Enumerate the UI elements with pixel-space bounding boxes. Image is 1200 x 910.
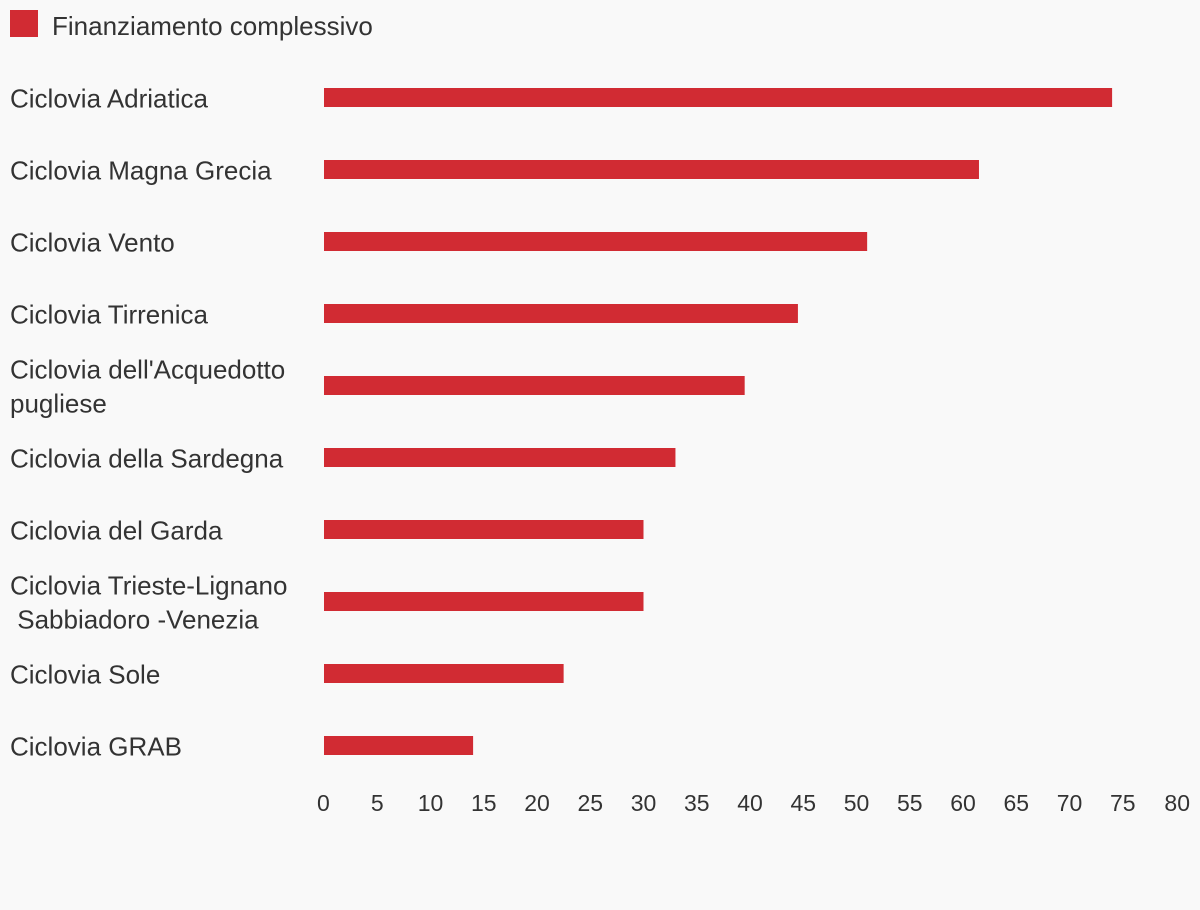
x-tick-label: 40 — [737, 790, 763, 816]
category-label-line: Ciclovia Trieste-Lignano — [10, 571, 287, 601]
legend-swatch — [10, 10, 38, 37]
bar — [324, 160, 979, 179]
category-label-line: Ciclovia del Garda — [10, 516, 223, 546]
bar — [324, 376, 745, 395]
x-tick-label: 70 — [1057, 790, 1083, 816]
legend-label: Finanziamento complessivo — [52, 11, 373, 41]
bar — [324, 448, 676, 467]
category-label-line: Ciclovia Adriatica — [10, 84, 209, 114]
category-label-line: Ciclovia dell'Acquedotto — [10, 355, 285, 385]
category-label: Ciclovia Vento — [10, 228, 175, 258]
category-label-line: Ciclovia GRAB — [10, 732, 182, 762]
category-label-line: Ciclovia della Sardegna — [10, 444, 284, 474]
category-label: Ciclovia Sole — [10, 660, 160, 690]
x-tick-label: 65 — [1003, 790, 1029, 816]
bar — [324, 664, 564, 683]
x-tick-label: 5 — [371, 790, 384, 816]
bar — [324, 520, 644, 539]
category-label-line: Ciclovia Sole — [10, 660, 160, 690]
x-tick-label: 80 — [1164, 790, 1190, 816]
x-tick-label: 60 — [950, 790, 976, 816]
bar — [324, 736, 474, 755]
legend: Finanziamento complessivo — [10, 10, 373, 41]
bar — [324, 304, 798, 323]
category-label-line: Ciclovia Magna Grecia — [10, 156, 272, 186]
category-label: Ciclovia della Sardegna — [10, 444, 284, 474]
x-tick-label: 25 — [577, 790, 603, 816]
x-tick-label: 30 — [631, 790, 657, 816]
bar — [324, 592, 644, 611]
category-label: Ciclovia Tirrenica — [10, 300, 208, 330]
bar — [324, 88, 1113, 107]
x-tick-label: 35 — [684, 790, 710, 816]
category-label: Ciclovia Magna Grecia — [10, 156, 272, 186]
x-tick-label: 45 — [790, 790, 816, 816]
x-tick-label: 0 — [317, 790, 330, 816]
category-label: Ciclovia Trieste-Lignano Sabbiadoro -Ven… — [10, 571, 287, 635]
x-tick-label: 55 — [897, 790, 923, 816]
x-tick-label: 20 — [524, 790, 550, 816]
bar — [324, 232, 868, 251]
category-label: Ciclovia del Garda — [10, 516, 223, 546]
x-axis-tick-labels: 0 5 10 15 20 25 30 35 40 45 50 55 60 65 70 75 80 — [317, 790, 1190, 816]
category-label-line: Ciclovia Vento — [10, 228, 175, 258]
category-label: Ciclovia Adriatica — [10, 84, 209, 114]
category-label-line: pugliese — [10, 389, 107, 419]
bars-group — [324, 88, 1113, 755]
category-label-line: Sabbiadoro -Venezia — [10, 605, 259, 635]
x-tick-label: 15 — [471, 790, 497, 816]
category-label: Ciclovia dell'Acquedotto pugliese — [10, 355, 285, 419]
category-labels: Ciclovia Adriatica Ciclovia Magna Grecia C… — [10, 84, 287, 762]
category-label-line: Ciclovia Tirrenica — [10, 300, 208, 330]
x-tick-label: 75 — [1110, 790, 1136, 816]
x-tick-label: 50 — [844, 790, 870, 816]
category-label: Ciclovia GRAB — [10, 732, 182, 762]
x-tick-label: 10 — [418, 790, 444, 816]
